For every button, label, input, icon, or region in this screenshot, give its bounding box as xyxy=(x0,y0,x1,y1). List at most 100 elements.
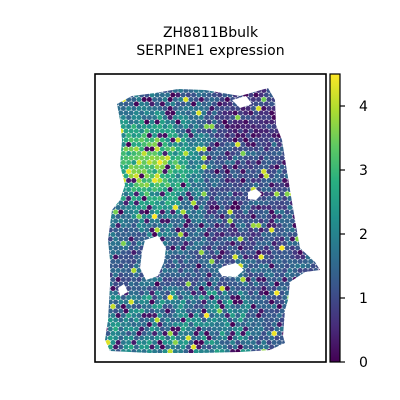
expression-spot xyxy=(250,249,256,256)
expression-spot xyxy=(250,123,256,130)
expression-spot xyxy=(297,168,303,175)
expression-spot xyxy=(204,105,210,112)
expression-spot xyxy=(240,339,246,346)
expression-spot xyxy=(235,123,241,130)
expression-spot xyxy=(266,177,272,184)
expression-spot xyxy=(105,290,108,296)
expression-spot xyxy=(297,258,303,265)
expression-spot xyxy=(271,123,277,130)
expression-spot xyxy=(313,105,319,112)
expression-spot xyxy=(258,245,264,251)
expression-spot xyxy=(133,88,139,89)
expression-spot xyxy=(115,348,121,353)
expression-spot xyxy=(107,227,113,233)
expression-spots xyxy=(97,88,320,358)
expression-spot xyxy=(214,294,220,301)
expression-spot xyxy=(284,191,290,197)
expression-spot xyxy=(198,168,204,175)
expression-spot xyxy=(253,101,259,107)
expression-spot xyxy=(261,213,267,220)
expression-spot xyxy=(259,353,264,358)
expression-spot xyxy=(159,200,165,206)
expression-spot xyxy=(144,128,150,134)
expression-spot xyxy=(300,137,306,143)
expression-spot xyxy=(105,299,108,305)
expression-spot xyxy=(185,88,191,89)
expression-spot xyxy=(261,168,267,175)
expression-spot xyxy=(217,191,223,197)
expression-spot xyxy=(274,191,280,197)
expression-spot xyxy=(149,92,155,98)
expression-spot xyxy=(295,317,301,323)
expression-spot xyxy=(271,222,277,229)
expression-spot xyxy=(133,281,139,287)
expression-spot xyxy=(310,137,316,143)
expression-spot xyxy=(300,317,306,323)
expression-spot xyxy=(170,182,176,188)
expression-spot xyxy=(180,281,186,287)
expression-spot xyxy=(282,141,288,148)
expression-spot xyxy=(149,164,155,170)
expression-spot xyxy=(105,222,111,229)
expression-spot xyxy=(141,213,147,220)
expression-spot xyxy=(253,299,259,305)
expression-spot xyxy=(120,258,126,265)
expression-spot xyxy=(256,258,262,265)
expression-spot xyxy=(276,88,282,94)
expression-spot xyxy=(237,146,243,152)
expression-spot xyxy=(310,326,316,332)
expression-spot xyxy=(230,168,236,175)
expression-spot xyxy=(300,236,306,242)
expression-spot xyxy=(159,173,165,179)
expression-spot xyxy=(214,114,220,121)
expression-spot xyxy=(188,132,194,139)
expression-spot xyxy=(248,326,254,332)
expression-spot xyxy=(289,317,295,323)
expression-spot xyxy=(144,290,150,296)
expression-spot xyxy=(107,254,113,260)
expression-spot xyxy=(308,141,314,148)
expression-spot xyxy=(279,173,285,179)
expression-spot xyxy=(219,159,225,166)
expression-spot xyxy=(243,344,249,350)
expression-spot xyxy=(118,92,124,98)
expression-spot xyxy=(167,240,173,247)
expression-spot xyxy=(313,294,319,301)
expression-spot xyxy=(154,308,160,314)
expression-spot xyxy=(180,254,186,260)
expression-spot xyxy=(261,249,267,256)
expression-spot xyxy=(284,227,290,233)
expression-spot xyxy=(167,285,173,292)
expression-spot xyxy=(297,294,303,301)
expression-spot xyxy=(222,326,228,332)
expression-spot xyxy=(110,267,116,274)
expression-spot xyxy=(227,88,233,89)
expression-spot xyxy=(105,164,108,170)
expression-spot xyxy=(178,303,184,310)
expression-spot xyxy=(120,88,126,94)
expression-spot xyxy=(175,101,181,107)
expression-spot xyxy=(131,159,137,166)
expression-spot xyxy=(217,344,223,350)
expression-spot xyxy=(136,150,142,157)
expression-spot xyxy=(227,92,233,98)
expression-spot xyxy=(295,272,301,278)
expression-spot xyxy=(206,308,212,314)
expression-spot xyxy=(214,285,220,292)
expression-spot xyxy=(113,209,119,215)
expression-spot xyxy=(282,150,288,157)
expression-spot xyxy=(97,263,102,268)
expression-spot xyxy=(175,88,181,89)
expression-spot xyxy=(243,317,249,323)
expression-spot xyxy=(105,344,108,350)
expression-spot xyxy=(141,303,147,310)
expression-spot xyxy=(263,326,269,332)
expression-spot xyxy=(310,290,316,296)
expression-spot xyxy=(245,321,251,328)
expression-spot xyxy=(188,285,194,292)
expression-spot xyxy=(152,303,158,310)
expression-spot xyxy=(235,276,241,283)
expression-spot xyxy=(310,245,316,251)
expression-spot xyxy=(128,110,134,116)
expression-spot xyxy=(175,164,181,170)
